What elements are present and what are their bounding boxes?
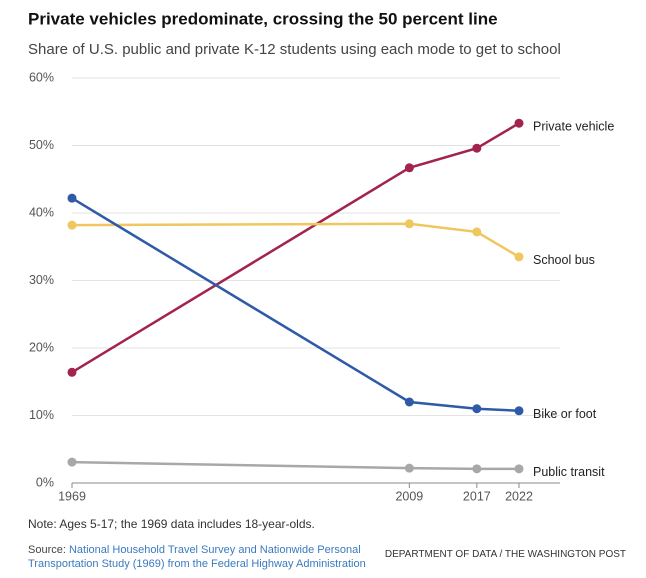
point [67, 457, 77, 467]
x-tick-label: 2022 [505, 489, 533, 503]
series-label: Public transit [533, 465, 605, 479]
point [472, 143, 482, 153]
source-label: Source: [28, 544, 66, 556]
x-tick-label: 2017 [463, 489, 491, 503]
credit: DEPARTMENT OF DATA / THE WASHINGTON POST [384, 549, 626, 560]
point [67, 367, 77, 377]
y-tick-label: 40% [29, 205, 54, 219]
y-tick-label: 60% [29, 70, 54, 84]
series-line [71, 197, 520, 413]
chart-title: Private vehicles predominate, crossing t… [28, 9, 498, 28]
y-tick-label: 10% [29, 408, 54, 422]
point [67, 220, 77, 230]
y-tick-label: 30% [29, 273, 54, 287]
y-tick-label: 0% [36, 475, 54, 489]
series-line [71, 460, 519, 471]
source: Source: National Household Travel Survey… [28, 543, 378, 571]
point [514, 118, 524, 128]
point [514, 406, 524, 416]
series-line [71, 122, 520, 374]
series-line [71, 222, 520, 258]
chart-subtitle: Share of U.S. public and private K-12 st… [28, 41, 561, 58]
point [404, 163, 414, 173]
chart: Private vehicles predominate, crossing t… [28, 9, 614, 503]
point [472, 227, 482, 237]
point [404, 397, 414, 407]
point [514, 464, 524, 474]
x-tick-label: 2009 [395, 489, 423, 503]
series-label: School bus [533, 253, 595, 267]
point [514, 252, 524, 262]
y-tick-label: 50% [29, 138, 54, 152]
y-tick-label: 20% [29, 340, 54, 354]
source-link[interactable]: National Household Travel Survey and Nat… [28, 544, 366, 570]
point [404, 219, 414, 229]
point [472, 404, 482, 414]
x-tick-label: 1969 [58, 489, 86, 503]
series-label: Bike or foot [533, 407, 597, 421]
point [404, 463, 414, 473]
point [67, 193, 77, 203]
series-label: Private vehicle [533, 120, 614, 134]
note: Note: Ages 5-17; the 1969 data includes … [28, 517, 315, 531]
point [472, 464, 482, 474]
